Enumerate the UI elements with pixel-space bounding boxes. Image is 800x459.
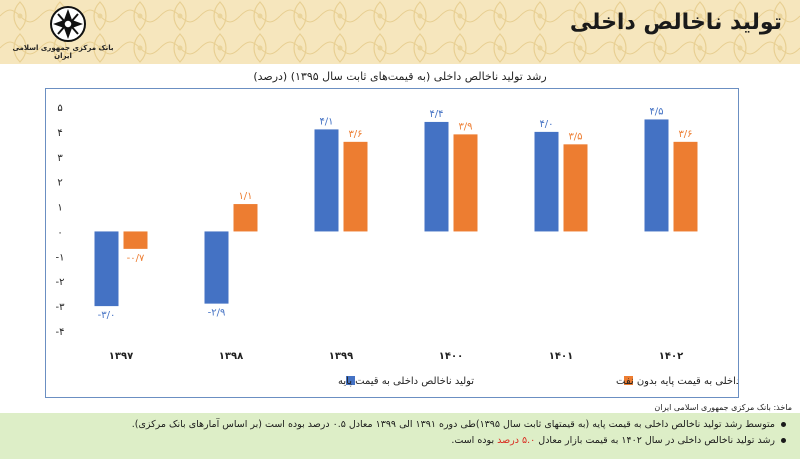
data-label: ۳/۶ <box>678 129 692 140</box>
data-label: ۴/۴ <box>429 109 443 120</box>
x-tick-label: ۱۴۰۰ <box>439 351 463 362</box>
highlight-value: ۵.۰ درصد <box>497 435 536 446</box>
data-label: ۳/۶ <box>348 129 362 140</box>
y-tick-label: -۴ <box>56 327 65 338</box>
x-tick-label: ۱۴۰۲ <box>659 351 683 362</box>
y-tick-label: ۱ <box>57 203 62 214</box>
bank-emblem-icon <box>50 6 86 42</box>
bar <box>534 131 559 232</box>
data-label: ۴/۵ <box>649 106 663 117</box>
x-tick-label: ۱۳۹۹ <box>329 351 353 362</box>
page-title: تولید ناخالص داخلی <box>569 10 782 35</box>
bar <box>673 141 698 232</box>
data-label: -۰/۷ <box>127 253 145 264</box>
y-tick-label: ۰ <box>57 227 62 238</box>
bank-name: بانک مرکزی جمهوری اسلامی ایران <box>12 44 114 60</box>
notes-box: متوسط رشد تولید ناخالص داخلی به قیمت پای… <box>0 413 800 459</box>
x-tick-label: ۱۳۹۷ <box>109 351 133 362</box>
x-tick-label: ۱۳۹۸ <box>219 351 243 362</box>
x-tick-label: ۱۴۰۱ <box>549 351 573 362</box>
data-label: ۴/۱ <box>319 116 333 127</box>
legend-label: تولید ناخالص داخلی به قیمت پایه <box>338 376 474 387</box>
y-tick-label: -۲ <box>56 277 65 288</box>
bar <box>94 231 119 307</box>
y-tick-label: -۱ <box>56 252 65 263</box>
ornament-pattern <box>0 0 800 64</box>
y-tick-label: ۳ <box>57 153 63 164</box>
note-text: رشد تولید ناخالص داخلی در سال ۱۴۰۲ به قی… <box>538 435 775 446</box>
bar <box>424 121 449 232</box>
data-label: ۳/۵ <box>568 131 582 142</box>
bar <box>343 141 368 232</box>
note-item: رشد تولید ناخالص داخلی در سال ۱۴۰۲ به قی… <box>6 433 786 449</box>
y-tick-label: ۵ <box>57 103 62 114</box>
bar <box>123 231 148 249</box>
data-label: -۲/۹ <box>208 308 226 319</box>
data-label: ۳/۹ <box>458 121 472 132</box>
bar-chart: ۵ ۴ ۳ ۲ ۱ ۰ -۱ -۲ -۳ -۴ -۳/۰ -۰/۷ ۱۳۹۷ -۲/۹ ۱/۱ ۱۳۹۸ ۴/۱… <box>56 103 738 387</box>
bar <box>453 134 478 232</box>
note-text: بوده است. <box>451 435 495 446</box>
y-tick-label: ۲ <box>57 178 62 189</box>
central-bank-logo <box>8 4 128 62</box>
bar <box>314 129 339 232</box>
bar <box>233 204 258 232</box>
header-banner: بانک مرکزی جمهوری اسلامی ایران تولید ناخ… <box>0 0 800 64</box>
y-tick-label: -۳ <box>56 302 66 313</box>
legend-label: تولید ناخالص داخلی به قیمت پایه بدون نفت <box>616 376 738 387</box>
legend-swatch <box>624 376 633 385</box>
bar <box>563 144 588 232</box>
chart-frame: ۵ ۴ ۳ ۲ ۱ ۰ -۱ -۲ -۳ -۴ -۳/۰ -۰/۷ ۱۳۹۷ -۲/۹ ۱/۱ ۱۳۹۸ ۴/۱… <box>45 88 739 398</box>
bar <box>204 231 229 304</box>
bullet-icon <box>781 438 786 443</box>
chart-title: رشد تولید ناخالص داخلی (به قیمت‌های ثابت… <box>253 70 547 83</box>
note-item: متوسط رشد تولید ناخالص داخلی به قیمت پای… <box>6 417 786 433</box>
y-tick-label: ۴ <box>57 128 62 139</box>
data-label: -۳/۰ <box>98 310 116 321</box>
data-label: ۴/۰ <box>539 119 553 130</box>
note-text: متوسط رشد تولید ناخالص داخلی به قیمت پای… <box>131 419 775 430</box>
bullet-icon <box>781 422 786 427</box>
source-note: ماخذ: بانک مرکزی جمهوری اسلامی ایران <box>654 403 792 412</box>
legend-swatch <box>346 376 355 385</box>
bar <box>644 119 669 232</box>
data-label: ۱/۱ <box>238 191 252 202</box>
